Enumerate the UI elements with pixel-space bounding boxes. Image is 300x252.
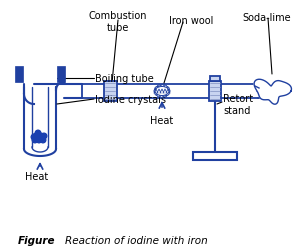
Ellipse shape: [162, 89, 170, 94]
Ellipse shape: [161, 90, 167, 98]
Ellipse shape: [159, 85, 165, 93]
Ellipse shape: [154, 89, 162, 94]
Ellipse shape: [161, 86, 167, 93]
Circle shape: [38, 134, 44, 139]
Text: Soda-lime: Soda-lime: [243, 13, 291, 23]
Circle shape: [33, 134, 39, 139]
Circle shape: [35, 131, 41, 136]
Text: Reaction of iodine with iron: Reaction of iodine with iron: [65, 235, 208, 245]
Ellipse shape: [157, 90, 163, 98]
Text: Combustion
tube: Combustion tube: [89, 11, 147, 33]
Bar: [15, 67, 23, 83]
Bar: [193, 152, 237, 160]
Circle shape: [40, 138, 46, 143]
Bar: [103, 82, 116, 102]
Bar: [57, 67, 65, 83]
Ellipse shape: [162, 87, 169, 94]
Text: Heat: Heat: [26, 171, 49, 181]
Circle shape: [36, 138, 42, 143]
Ellipse shape: [155, 87, 162, 94]
Ellipse shape: [155, 90, 162, 96]
Polygon shape: [254, 80, 292, 105]
Bar: [210, 77, 220, 82]
Ellipse shape: [155, 87, 169, 96]
Text: Iodine crystals: Iodine crystals: [95, 94, 166, 105]
Text: Retort
stand: Retort stand: [223, 94, 253, 115]
Text: Boiling tube: Boiling tube: [95, 74, 154, 84]
Circle shape: [32, 138, 38, 143]
Bar: [209, 82, 221, 102]
Circle shape: [41, 134, 47, 139]
Circle shape: [31, 135, 37, 140]
Text: Heat: Heat: [150, 115, 174, 125]
Text: Iron wool: Iron wool: [169, 16, 213, 26]
Text: Figure: Figure: [18, 235, 56, 245]
Ellipse shape: [159, 90, 165, 98]
Ellipse shape: [162, 90, 169, 96]
Ellipse shape: [157, 86, 163, 93]
